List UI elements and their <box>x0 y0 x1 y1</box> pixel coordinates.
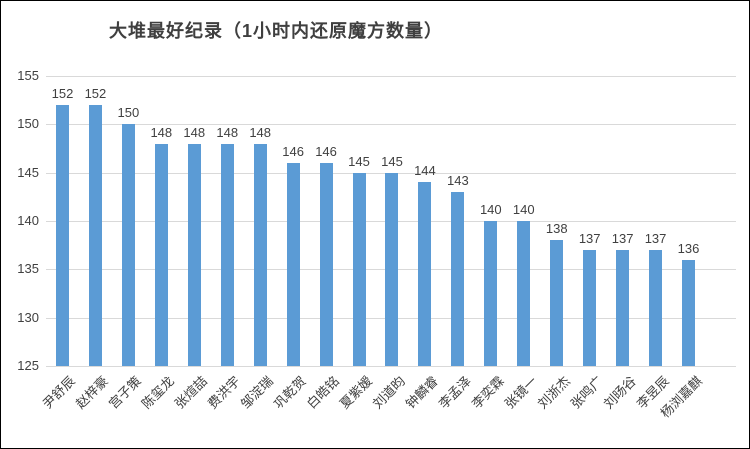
value-label: 140 <box>479 202 502 217</box>
y-axis-label: 150 <box>17 116 39 132</box>
value-label: 146 <box>315 144 337 159</box>
value-label: 152 <box>51 86 74 101</box>
gridline <box>46 124 736 126</box>
y-axis-label: 130 <box>17 309 39 325</box>
bar <box>187 143 201 366</box>
bar <box>55 105 69 366</box>
value-label: 137 <box>578 231 601 246</box>
y-axis-label: 140 <box>17 213 39 228</box>
value-label: 148 <box>216 124 239 140</box>
gridline <box>46 366 736 367</box>
bar <box>220 143 234 366</box>
bar <box>583 250 597 366</box>
bar <box>649 250 663 366</box>
y-axis-label: 125 <box>17 358 39 373</box>
bar <box>616 250 630 366</box>
value-label: 136 <box>677 240 700 256</box>
gridline <box>46 76 736 77</box>
value-label: 145 <box>381 153 403 169</box>
chart-title: 大堆最好纪录（1小时内还原魔方数量） <box>109 21 444 41</box>
value-label: 143 <box>447 173 469 188</box>
bar <box>451 192 465 366</box>
bar <box>418 182 432 366</box>
bar <box>484 221 498 366</box>
value-label: 137 <box>611 231 634 246</box>
y-axis-label: 135 <box>17 261 39 277</box>
bar <box>352 172 366 366</box>
value-label: 152 <box>84 86 107 101</box>
bar <box>253 143 267 366</box>
value-label: 148 <box>183 124 206 140</box>
bar <box>88 105 102 366</box>
bar <box>517 221 531 366</box>
bar <box>550 240 564 366</box>
value-label: 150 <box>117 105 140 121</box>
bar <box>286 163 300 366</box>
value-label: 145 <box>348 153 370 169</box>
bar <box>154 143 168 366</box>
value-label: 148 <box>150 124 173 140</box>
bar <box>385 172 399 366</box>
y-axis-label: 145 <box>17 164 39 180</box>
value-label: 140 <box>512 202 535 217</box>
value-label: 148 <box>249 124 272 140</box>
bar <box>319 163 333 366</box>
y-axis-label: 155 <box>17 68 39 83</box>
value-label: 137 <box>644 231 667 246</box>
value-label: 138 <box>545 221 568 237</box>
value-label: 144 <box>414 163 436 179</box>
value-label: 146 <box>282 144 304 159</box>
bar <box>682 259 696 366</box>
bar <box>121 124 135 366</box>
